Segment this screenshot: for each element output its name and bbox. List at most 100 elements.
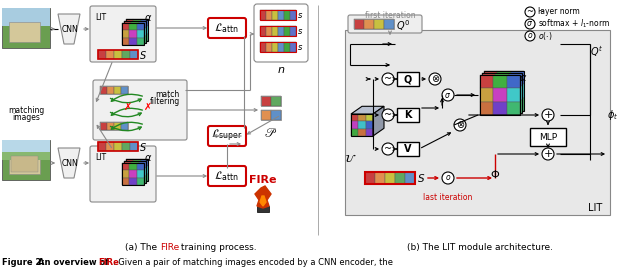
Bar [351,129,358,136]
Bar [284,10,290,20]
Bar [482,73,495,86]
Bar [397,142,419,156]
Bar [290,42,296,52]
Text: matching: matching [8,106,44,115]
Bar [384,19,394,29]
Text: $s$: $s$ [297,42,303,52]
Bar [141,159,148,166]
Circle shape [542,148,554,160]
Circle shape [525,19,535,29]
Text: $\sigma$: $\sigma$ [445,90,451,100]
Bar [351,114,373,136]
Bar [114,142,122,151]
Text: An overview of: An overview of [38,258,112,267]
Text: LIT: LIT [95,153,106,162]
Bar [509,86,522,100]
Bar [122,142,130,151]
Bar [507,75,520,88]
Bar [480,75,493,88]
Bar [141,26,148,34]
Bar [137,38,144,45]
Bar [278,26,284,36]
Bar [261,110,281,120]
Bar [131,161,139,168]
Bar [124,36,131,43]
Bar [511,98,524,111]
Bar [100,122,128,130]
Bar [480,88,493,102]
Polygon shape [58,148,80,178]
Text: FIRe: FIRe [160,243,179,252]
Text: $o$: $o$ [445,174,451,183]
Bar [493,75,507,88]
Bar [98,142,138,151]
Text: LIT: LIT [95,13,106,22]
Bar [107,86,114,94]
Bar [124,28,131,36]
FancyBboxPatch shape [348,15,422,33]
Bar [260,26,296,36]
Bar [133,174,141,181]
Bar [365,129,373,136]
Bar [358,129,365,136]
Bar [139,161,146,168]
Bar [290,26,296,36]
Bar [122,30,129,38]
Bar [261,96,281,106]
Text: V: V [404,144,412,154]
FancyBboxPatch shape [90,6,156,62]
Text: $Q^0$: $Q^0$ [396,19,410,33]
Text: ⊗: ⊗ [456,120,464,130]
Text: ~: ~ [384,74,392,84]
Bar [493,88,507,102]
Text: (a) The: (a) The [125,243,160,252]
Text: LIT: LIT [588,203,602,213]
Bar [2,8,50,48]
Bar [497,84,511,98]
Bar [141,19,148,26]
Bar [139,36,146,43]
Bar [497,71,511,84]
Polygon shape [58,14,80,44]
Text: $s$: $s$ [297,26,303,35]
Bar [126,166,133,174]
Bar [122,38,129,45]
Bar [122,163,144,185]
Bar [365,114,373,121]
Bar [260,42,266,52]
Bar [130,50,138,59]
Text: $\alpha$: $\alpha$ [519,73,527,83]
Bar [124,21,146,43]
Bar [272,10,278,20]
Circle shape [542,109,554,121]
Bar [124,161,131,168]
Text: $\mathcal{U}$: $\mathcal{U}$ [344,152,356,164]
Bar [133,166,141,174]
Bar [122,170,129,178]
Bar [114,50,122,59]
Bar [271,110,281,120]
Bar [121,122,128,130]
Circle shape [382,143,394,155]
Bar [124,161,146,183]
Bar [100,86,128,94]
Circle shape [525,31,535,41]
Bar [137,23,144,30]
Bar [260,26,266,36]
Polygon shape [260,196,266,206]
Bar [507,88,520,102]
Bar [100,86,107,94]
Bar [141,34,148,41]
Bar [405,172,415,184]
Bar [133,34,141,41]
Bar [137,163,144,170]
Text: FIRe: FIRe [249,175,276,185]
Text: ~: ~ [527,8,534,16]
Bar [131,28,139,36]
Bar [129,30,137,38]
Bar [98,142,106,151]
Bar [261,96,271,106]
Text: $S$: $S$ [139,49,147,61]
Bar [124,21,131,28]
Bar [122,23,129,30]
